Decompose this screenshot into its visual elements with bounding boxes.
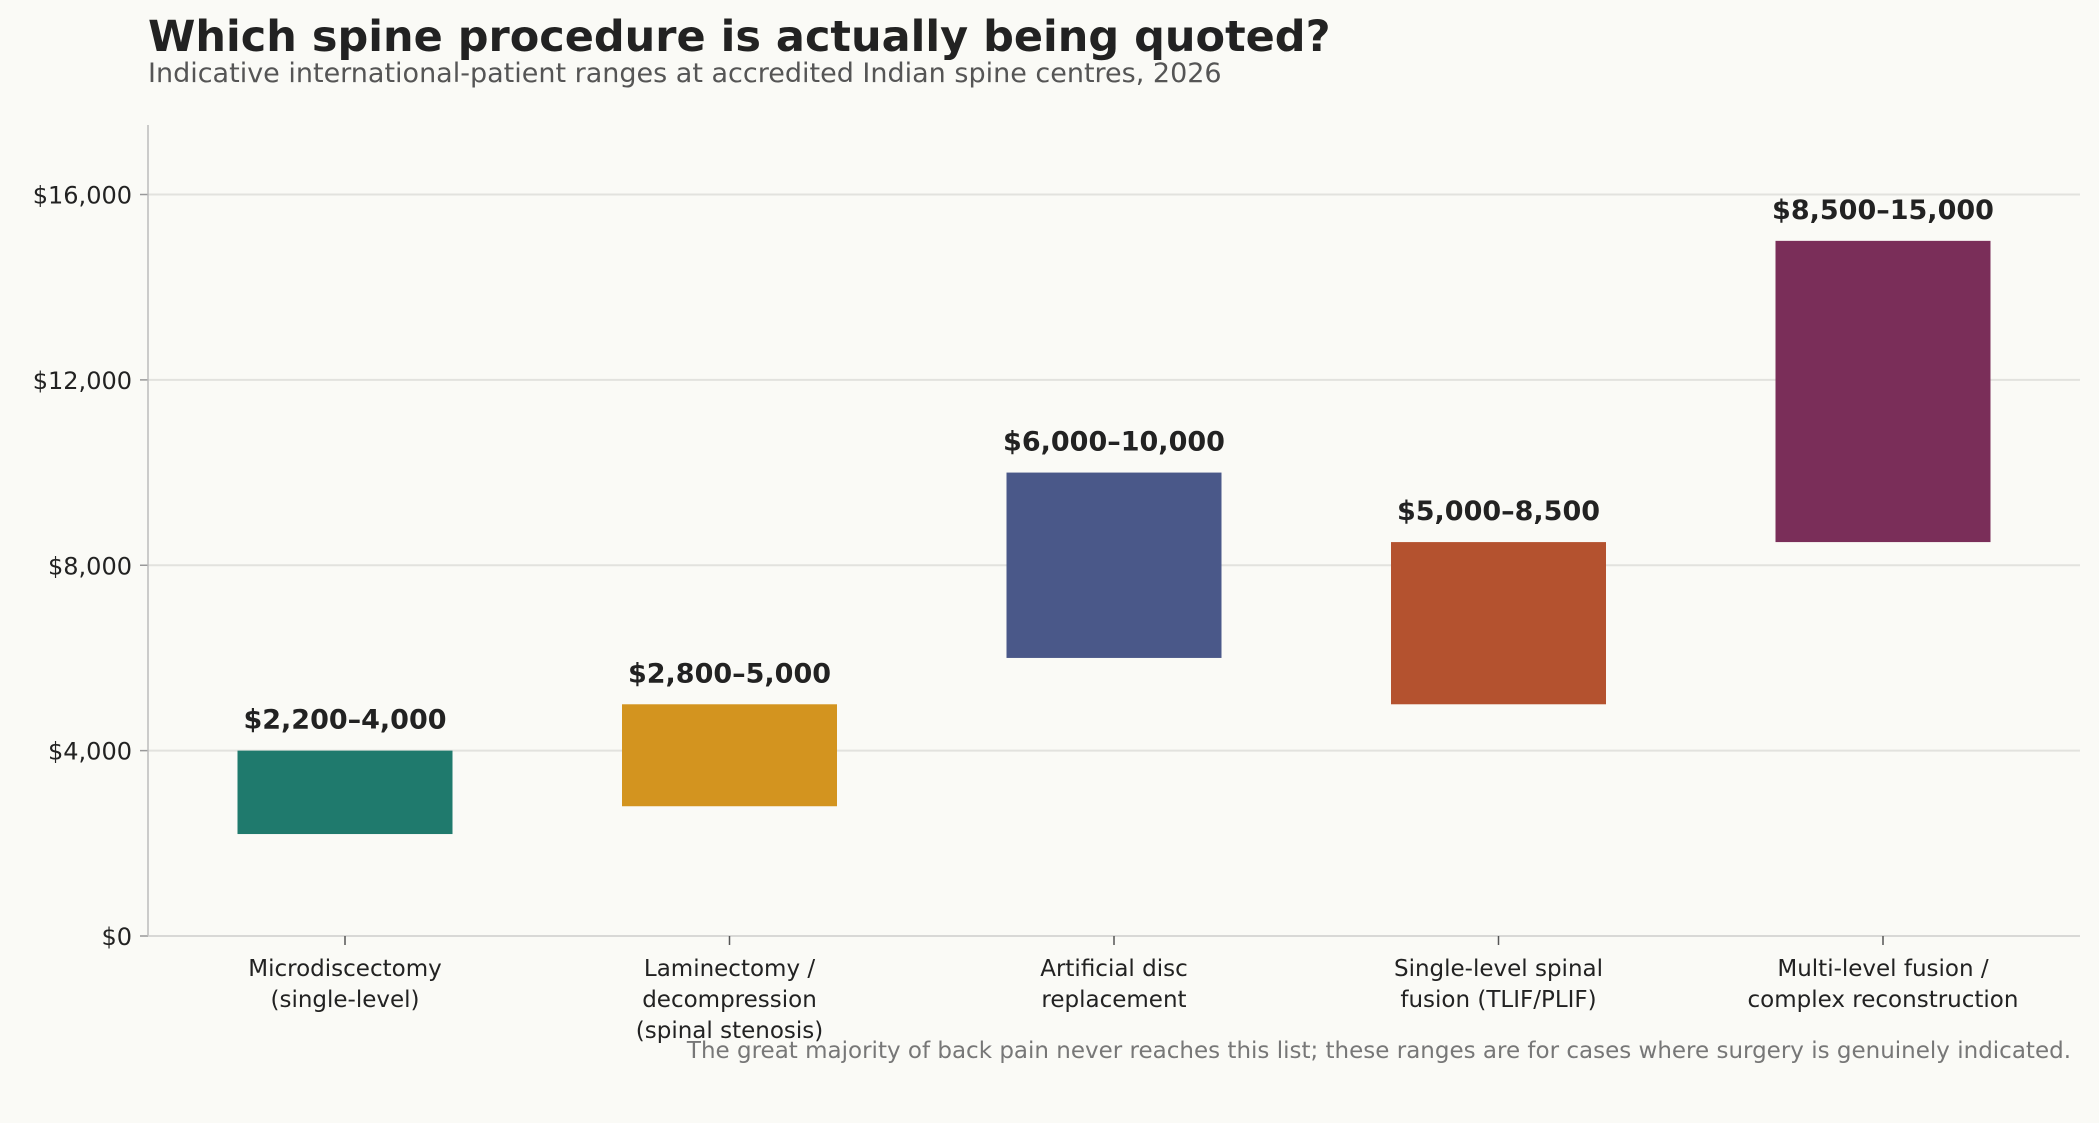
chart-subtitle: Indicative international-patient ranges … (148, 58, 1222, 89)
data-label: $8,500–15,000 (1772, 195, 1994, 226)
x-tick-label: decompression (642, 987, 817, 1013)
bar (1006, 472, 1222, 658)
x-tick-label: Laminectomy / (644, 956, 815, 982)
x-tick-label: fusion (TLIF/PLIF) (1400, 987, 1596, 1013)
chart-title: Which spine procedure is actually being … (148, 12, 1331, 62)
bars (237, 240, 1991, 835)
data-label: $6,000–10,000 (1003, 427, 1225, 458)
y-tick-label: $8,000 (48, 552, 132, 580)
x-tick-label: Single-level spinal (1394, 956, 1603, 982)
x-tick-label: replacement (1041, 987, 1186, 1013)
y-tick-label: $16,000 (33, 182, 132, 210)
y-tick-label: $12,000 (33, 367, 132, 395)
bar (1775, 240, 1991, 543)
y-tick-label: $0 (101, 923, 132, 951)
data-label: $2,800–5,000 (628, 658, 831, 689)
axes: $0 $4,000 $8,000 $12,000 $16,000 Microdiscect… (33, 125, 2080, 1044)
bar (1391, 542, 1606, 705)
data-label: $2,200–4,000 (243, 705, 446, 736)
bar (237, 750, 453, 835)
footnote: The great majority of back pain never re… (686, 1038, 2071, 1064)
x-tick-label: Microdiscectomy (248, 956, 441, 982)
x-tick-label: (single-level) (270, 987, 419, 1013)
data-label: $5,000–8,500 (1397, 496, 1600, 527)
x-tick-label: complex reconstruction (1748, 987, 2019, 1013)
x-tick-label: Artificial disc (1040, 956, 1188, 982)
x-tick-label: (spinal stenosis) (636, 1018, 823, 1044)
gridlines (148, 193, 2080, 752)
y-tick-label: $4,000 (48, 738, 132, 766)
value-labels: $2,200–4,000 $2,800–5,000 $6,000–10,000 $5,… (243, 195, 1993, 736)
x-tick-label: Multi-level fusion / (1777, 956, 1989, 982)
bar (622, 704, 837, 807)
